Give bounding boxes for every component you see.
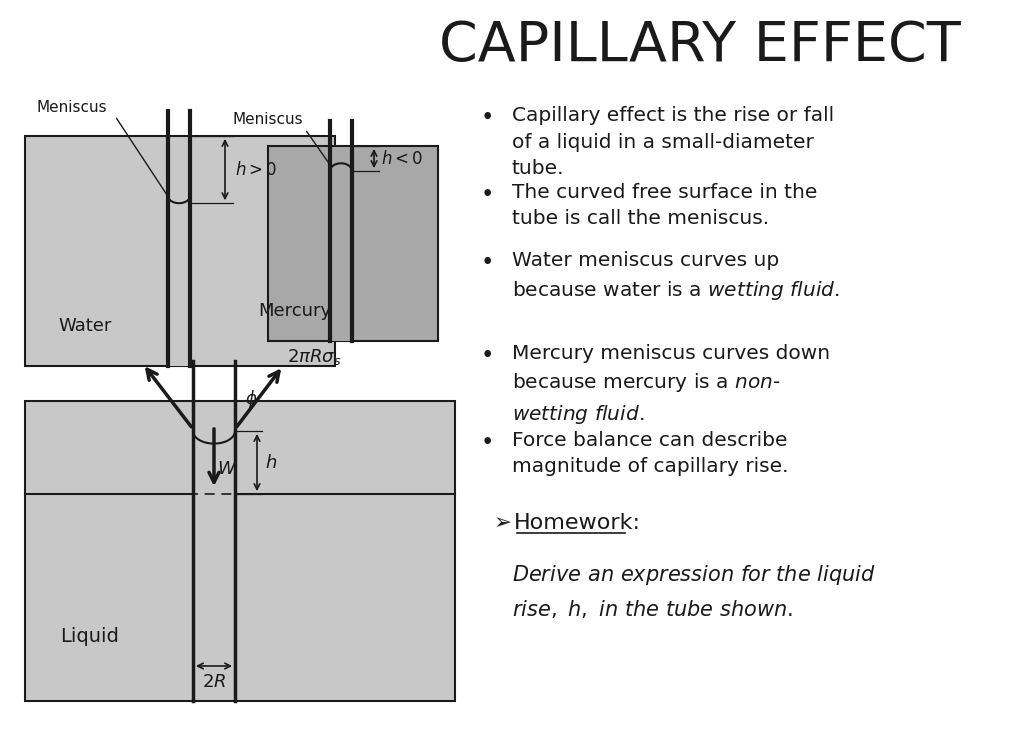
Polygon shape	[193, 431, 234, 444]
Text: Meniscus: Meniscus	[232, 113, 303, 128]
Text: Water meniscus curves up
because water is a $\it{wetting\ fluid}$.: Water meniscus curves up because water i…	[512, 251, 840, 302]
Text: $2R$: $2R$	[202, 673, 226, 691]
Bar	[193, 431, 234, 494]
Text: $W$: $W$	[217, 460, 238, 478]
Polygon shape	[168, 196, 190, 203]
Text: $\phi$: $\phi$	[245, 388, 257, 410]
Text: $2\pi R\sigma_s$: $2\pi R\sigma_s$	[287, 347, 342, 367]
Text: Mercury: Mercury	[258, 302, 332, 320]
Text: •: •	[480, 431, 494, 454]
Polygon shape	[330, 163, 352, 171]
Bar	[25, 136, 335, 366]
Text: •: •	[480, 344, 494, 367]
Text: $h < 0$: $h < 0$	[381, 150, 423, 168]
Bar	[25, 401, 455, 701]
Text: Force balance can describe
magnitude of capillary rise.: Force balance can describe magnitude of …	[512, 431, 788, 476]
Text: $h$: $h$	[265, 454, 278, 472]
Text: •: •	[480, 183, 494, 206]
Text: Meniscus: Meniscus	[37, 100, 108, 114]
Text: Capillary effect is the rise or fall
of a liquid in a small-diameter
tube.: Capillary effect is the rise or fall of …	[512, 106, 835, 178]
Bar	[168, 196, 190, 366]
Text: Water: Water	[58, 317, 112, 335]
Bar	[268, 146, 438, 341]
Text: •: •	[480, 106, 494, 129]
Text: Homework:: Homework:	[514, 513, 641, 533]
Text: $h > 0$: $h > 0$	[234, 160, 278, 178]
Text: •: •	[480, 251, 494, 274]
Text: Mercury meniscus curves down
because mercury is a $\it{non}$-
$\it{wetting\ flui: Mercury meniscus curves down because mer…	[512, 344, 830, 426]
Text: CAPILLARY EFFECT: CAPILLARY EFFECT	[439, 19, 961, 73]
Bar	[330, 171, 352, 341]
Text: ➢: ➢	[494, 513, 512, 533]
Text: The curved free surface in the
tube is call the meniscus.: The curved free surface in the tube is c…	[512, 183, 817, 228]
Text: $\it{Derive\ an\ expression\ for\ the\ liquid}$
$\it{rise,\ h,\ in\ the\ tube\ s: $\it{Derive\ an\ expression\ for\ the\ l…	[512, 563, 876, 620]
Text: Liquid: Liquid	[60, 627, 120, 646]
